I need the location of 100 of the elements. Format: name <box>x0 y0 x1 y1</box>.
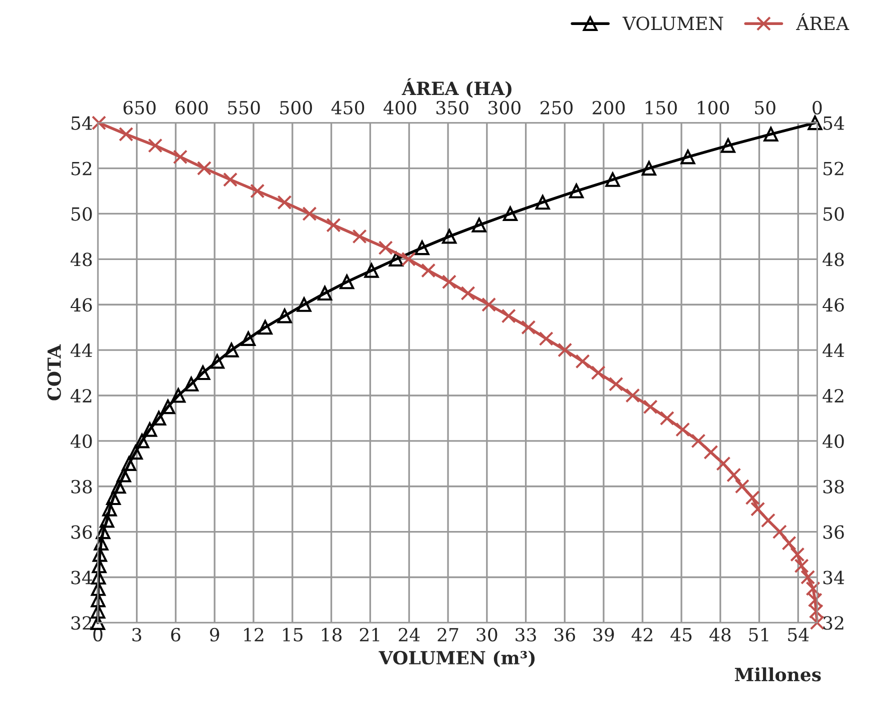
x-tick-label: 12 <box>244 628 264 642</box>
point <box>90 604 106 619</box>
point <box>605 172 620 187</box>
y-tick-label: 42 <box>70 388 92 402</box>
point <box>642 160 656 176</box>
x2-tick-label: 150 <box>646 100 677 114</box>
y-tick-label: 50 <box>72 207 92 221</box>
x2-tick-label: 650 <box>124 100 156 114</box>
point <box>318 286 332 301</box>
y2-tick-label: 36 <box>823 525 844 539</box>
x-tick-label: 42 <box>632 628 652 642</box>
y2-tick-label: 44 <box>822 344 844 357</box>
x-tick-label: 51 <box>749 628 768 642</box>
y2-tick-label: 42 <box>822 388 844 402</box>
x-tick-label: 48 <box>709 628 731 642</box>
text: Millones <box>734 667 821 682</box>
point <box>388 252 404 266</box>
point <box>196 365 210 380</box>
x2-tick-label: 500 <box>280 100 312 114</box>
x-tick-label: 30 <box>476 628 498 642</box>
point <box>96 524 110 540</box>
point <box>134 434 150 448</box>
point <box>142 422 158 437</box>
x2-axis-title: ÁREA (HA) <box>402 78 512 98</box>
point <box>224 342 239 358</box>
point <box>296 297 312 312</box>
x-tick-label: 18 <box>322 628 342 642</box>
point <box>680 150 696 164</box>
y-tick-label: 44 <box>70 344 92 357</box>
y-tick-label: 38 <box>71 480 92 494</box>
y-tick-label: 48 <box>70 252 92 266</box>
y-tick-label: 32 <box>71 616 92 630</box>
x-tick-label: 27 <box>438 628 458 642</box>
y-tick-label: 36 <box>71 525 92 539</box>
x2-tick-label: 450 <box>331 100 364 114</box>
legend-label: ÁREA <box>796 13 850 30</box>
point <box>102 502 117 516</box>
x2-tick-label: 350 <box>436 100 468 114</box>
x-tick-label: 33 <box>516 628 536 642</box>
point <box>92 547 108 562</box>
x2-tick-label: 400 <box>384 100 416 114</box>
point <box>764 126 778 142</box>
x-tick-label: 24 <box>398 628 420 642</box>
point <box>106 490 121 506</box>
point <box>569 184 584 198</box>
point <box>258 320 272 335</box>
point <box>414 240 430 256</box>
x-tick-label: 6 <box>171 628 180 642</box>
point <box>720 138 736 153</box>
x2-tick-label: 200 <box>592 100 625 114</box>
x-tick-label: 45 <box>670 628 692 642</box>
point <box>808 116 822 130</box>
x-tick-label: 15 <box>283 628 302 642</box>
point <box>442 229 457 244</box>
point <box>91 570 106 585</box>
x-axis-title: VOLUMEN (m³) <box>378 650 535 668</box>
point <box>364 263 379 278</box>
x-tick-label: 21 <box>360 628 380 642</box>
y2-tick-label: 54 <box>824 116 844 130</box>
point <box>128 444 143 460</box>
x-tick-label: 39 <box>594 628 614 642</box>
y-tick-label: 40 <box>70 434 92 448</box>
x2-tick-label: 100 <box>698 100 729 114</box>
y2-tick-label: 38 <box>823 480 844 494</box>
point <box>277 308 292 324</box>
x2-tick-label: 0 <box>812 100 822 114</box>
point <box>152 410 166 426</box>
y-tick-label: 34 <box>71 570 92 584</box>
point <box>116 468 132 482</box>
point <box>90 592 106 608</box>
y2-tick-label: 46 <box>822 298 844 312</box>
y-tick-label: 54 <box>72 116 92 130</box>
x2-tick-label: 550 <box>228 100 260 114</box>
point <box>210 354 224 369</box>
point <box>160 400 176 414</box>
y-axis-title: COTA <box>47 344 61 400</box>
point <box>502 206 518 222</box>
point <box>472 218 486 232</box>
point <box>170 388 186 403</box>
x-tick-label: 3 <box>132 628 142 642</box>
point <box>241 331 256 346</box>
x-tick-label: 9 <box>210 628 220 642</box>
x2-tick-label: 600 <box>176 100 208 114</box>
y2-tick-label: 40 <box>822 434 844 448</box>
y-tick-label: 46 <box>70 298 92 312</box>
x2-tick-label: 50 <box>755 100 776 114</box>
y2-tick-label: 52 <box>824 162 844 176</box>
x2-tick-label: 250 <box>540 100 573 114</box>
y-tick-label: 52 <box>72 162 92 176</box>
legend-label: VOLUMEN <box>622 16 724 30</box>
point <box>122 456 136 471</box>
point <box>184 376 199 392</box>
x-tick-label: 36 <box>554 628 576 642</box>
y2-tick-label: 34 <box>823 570 844 584</box>
y2-tick-label: 32 <box>823 616 844 630</box>
y2-tick-label: 48 <box>822 252 844 266</box>
point <box>100 513 114 528</box>
x-tick-label: 54 <box>788 628 809 642</box>
point <box>535 195 550 210</box>
y2-tick-label: 50 <box>824 207 844 221</box>
